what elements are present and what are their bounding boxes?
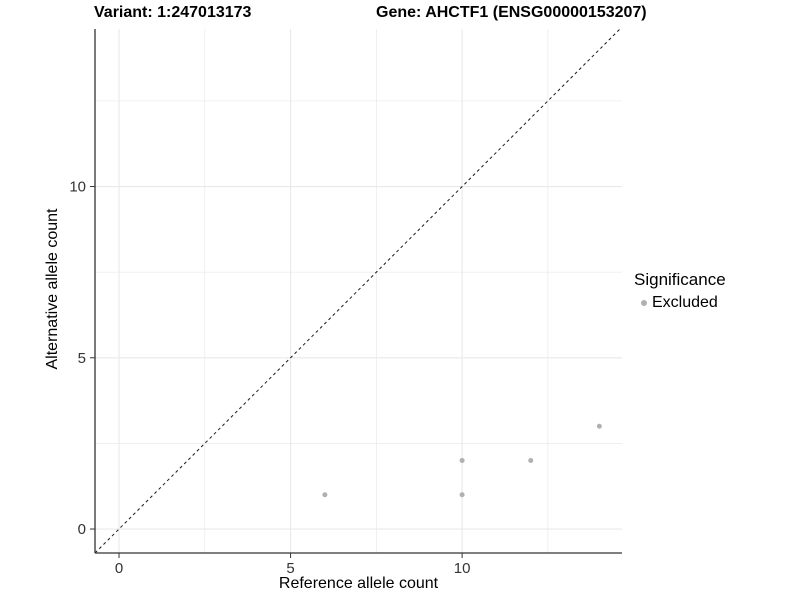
y-axis-title: Alternative allele count (44, 208, 61, 370)
identity-reference-line (94, 28, 621, 554)
y-tick-label: 0 (78, 521, 86, 538)
data-point (528, 458, 534, 464)
variant-title: Variant: 1:247013173 (94, 4, 252, 21)
legend-item-excluded: Excluded (634, 294, 726, 312)
y-tick-label: 5 (78, 350, 86, 367)
x-axis-title: Reference allele count (278, 575, 439, 592)
data-point (596, 423, 602, 429)
excluded-point-marker-icon (641, 300, 647, 306)
legend-title: Significance (634, 270, 726, 289)
gene-title: Gene: AHCTF1 (ENSG00000153207) (376, 4, 647, 21)
data-point (459, 492, 465, 498)
data-point (459, 458, 465, 464)
x-tick-label: 0 (115, 560, 123, 577)
legend-item-label: Excluded (652, 294, 718, 311)
x-tick-label: 5 (286, 560, 294, 577)
y-tick-label: 10 (69, 179, 86, 196)
x-tick-label: 10 (454, 560, 471, 577)
data-point (322, 492, 328, 498)
legend: Significance Excluded (634, 270, 726, 312)
